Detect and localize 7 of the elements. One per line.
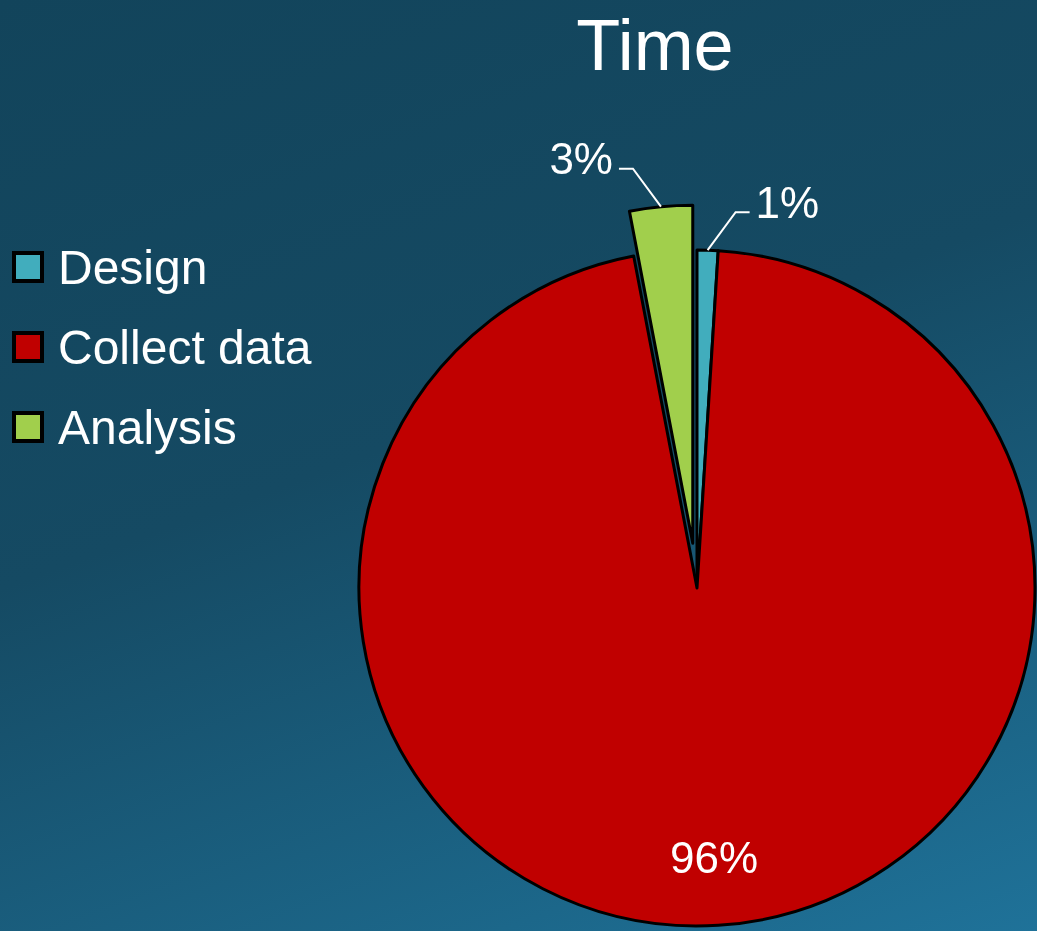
data-label: 1% bbox=[755, 177, 820, 227]
legend-label: Collect data bbox=[58, 320, 312, 374]
chart-title: Time bbox=[576, 5, 734, 85]
legend-label: Design bbox=[58, 240, 208, 294]
data-label: 96% bbox=[669, 833, 759, 883]
legend-label: Analysis bbox=[58, 400, 237, 454]
data-label: 3% bbox=[549, 134, 613, 184]
